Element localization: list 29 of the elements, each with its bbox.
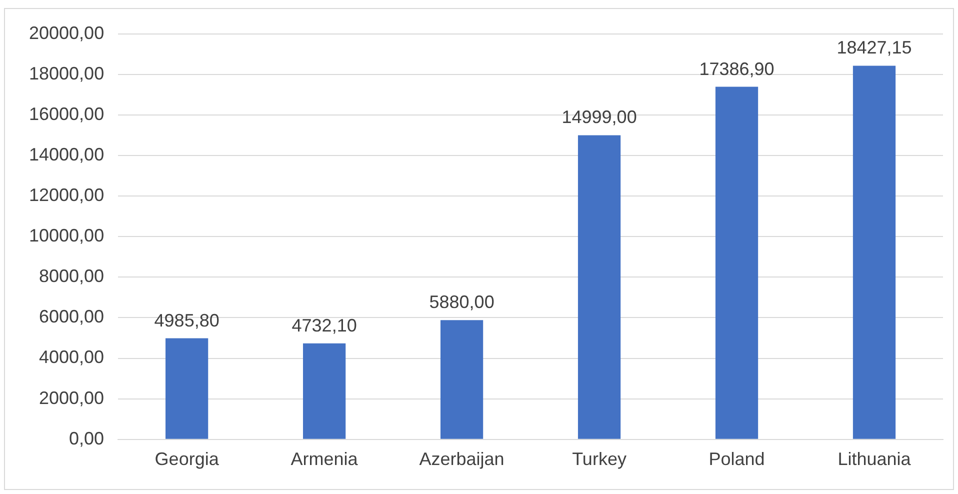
y-tick-label: 0,00 <box>69 428 104 448</box>
data-label: 14999,00 <box>562 107 637 128</box>
x-tick-label: Lithuania <box>838 449 912 470</box>
y-tick-label: 14000,00 <box>29 144 104 164</box>
bar <box>578 135 621 439</box>
x-tick-label: Turkey <box>572 449 626 470</box>
x-tick-label: Georgia <box>154 449 220 470</box>
bar <box>302 343 346 439</box>
data-label: 18427,15 <box>836 38 912 58</box>
y-tick-label: 18000,00 <box>29 63 104 84</box>
x-tick-label: Armenia <box>290 449 359 470</box>
bar <box>166 338 208 439</box>
x-tick-label: Poland <box>708 449 765 470</box>
y-tick-label: 20000,00 <box>29 22 104 43</box>
x-tick-label: Azerbaijan <box>419 449 504 470</box>
y-tick-label: 12000,00 <box>29 185 104 206</box>
data-label: 4732,10 <box>292 315 357 336</box>
y-tick-label: 10000,00 <box>29 226 104 246</box>
data-label: 4985,80 <box>154 310 220 330</box>
y-tick-label: 6000,00 <box>39 306 104 327</box>
bar <box>440 320 484 439</box>
data-label: 5880,00 <box>429 292 494 312</box>
y-tick-label: 2000,00 <box>39 388 104 408</box>
bar <box>715 86 758 439</box>
y-tick-label: 4000,00 <box>39 347 104 368</box>
data-label: 17386,90 <box>699 58 774 79</box>
y-tick-label: 16000,00 <box>29 104 104 124</box>
bar <box>852 66 896 439</box>
y-tick-label: 8000,00 <box>39 266 104 286</box>
